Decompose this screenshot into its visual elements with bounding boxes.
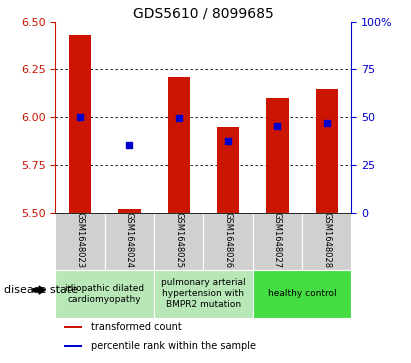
Point: [225, 138, 231, 144]
Text: GSM1648024: GSM1648024: [125, 212, 134, 268]
Bar: [217, 127, 239, 213]
Bar: [154, 213, 203, 270]
Bar: [65, 345, 82, 347]
Text: GSM1648027: GSM1648027: [273, 212, 282, 268]
Text: GSM1648028: GSM1648028: [322, 212, 331, 268]
Point: [175, 115, 182, 121]
Text: GSM1648025: GSM1648025: [174, 212, 183, 268]
Text: percentile rank within the sample: percentile rank within the sample: [91, 341, 256, 351]
Text: GSM1648026: GSM1648026: [224, 212, 233, 268]
Bar: [69, 35, 91, 213]
Bar: [253, 270, 351, 318]
Bar: [266, 98, 289, 213]
Bar: [55, 270, 154, 318]
Text: healthy control: healthy control: [268, 289, 336, 298]
Bar: [55, 213, 105, 270]
Point: [77, 114, 83, 120]
Bar: [316, 89, 338, 213]
Point: [323, 120, 330, 126]
Point: [126, 142, 133, 148]
Text: idiopathic dilated
cardiomyopathy: idiopathic dilated cardiomyopathy: [65, 284, 144, 304]
Bar: [203, 213, 253, 270]
Bar: [105, 213, 154, 270]
Text: pulmonary arterial
hypertension with
BMPR2 mutation: pulmonary arterial hypertension with BMP…: [161, 278, 246, 309]
Text: transformed count: transformed count: [91, 322, 182, 332]
Bar: [65, 326, 82, 328]
Text: GSM1648023: GSM1648023: [76, 212, 85, 268]
Bar: [154, 270, 253, 318]
Bar: [168, 77, 190, 213]
Bar: [253, 213, 302, 270]
Point: [274, 123, 281, 129]
Bar: [118, 209, 141, 213]
Title: GDS5610 / 8099685: GDS5610 / 8099685: [133, 7, 274, 21]
Text: disease state: disease state: [4, 285, 78, 295]
Bar: [302, 213, 351, 270]
